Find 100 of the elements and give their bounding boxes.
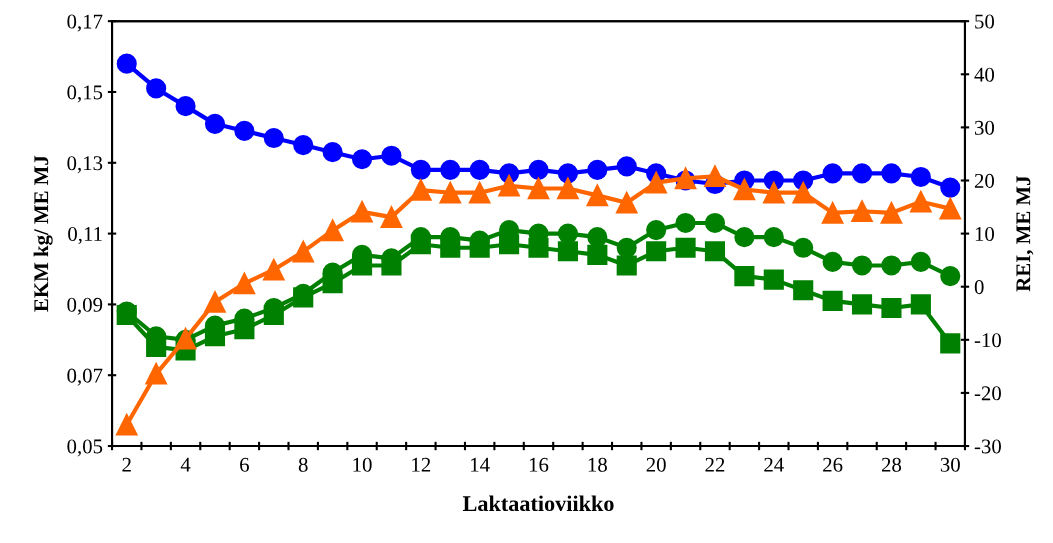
point bbox=[734, 227, 755, 248]
point bbox=[763, 227, 784, 248]
point bbox=[851, 163, 873, 184]
point bbox=[439, 181, 462, 204]
point bbox=[498, 175, 520, 197]
point bbox=[468, 181, 491, 204]
x-axis-title: Laktaatioviikko bbox=[462, 495, 614, 512]
point bbox=[410, 159, 431, 180]
y2-tick-label: -30 bbox=[974, 439, 1001, 454]
point bbox=[322, 142, 343, 163]
point bbox=[821, 202, 844, 224]
point bbox=[557, 177, 579, 200]
y-tick-label: 0,11 bbox=[68, 226, 102, 245]
point bbox=[646, 241, 667, 262]
point bbox=[469, 237, 490, 258]
point bbox=[557, 163, 578, 184]
y2-tick-label: 10 bbox=[975, 226, 995, 242]
point bbox=[733, 178, 756, 201]
y2-tick-label: 50 bbox=[975, 14, 995, 29]
y2-axis-title: REI, ME MJ bbox=[1016, 176, 1034, 292]
point bbox=[204, 113, 226, 134]
point bbox=[234, 319, 255, 340]
point bbox=[763, 269, 784, 290]
x-tick-label: 30 bbox=[940, 457, 960, 472]
point bbox=[587, 227, 608, 248]
y-tick-label: 0,13 bbox=[67, 156, 103, 174]
point bbox=[881, 255, 902, 276]
point bbox=[615, 192, 638, 214]
point bbox=[204, 291, 226, 313]
x-tick-label: 24 bbox=[764, 457, 784, 472]
y2-tick-label: -10 bbox=[974, 333, 1001, 348]
x-tick-label: 26 bbox=[823, 457, 843, 472]
y-tick-label: 0,15 bbox=[67, 85, 103, 103]
point bbox=[321, 219, 344, 242]
point bbox=[292, 240, 314, 263]
point bbox=[440, 237, 461, 258]
x-tick-label: 20 bbox=[646, 457, 666, 472]
point bbox=[881, 297, 902, 319]
point bbox=[910, 166, 931, 188]
point bbox=[880, 202, 903, 224]
point bbox=[440, 159, 461, 180]
y-axis-title: EKM kg/ ME MJ bbox=[33, 155, 53, 312]
point bbox=[469, 159, 490, 180]
point bbox=[910, 190, 932, 213]
point bbox=[851, 294, 873, 315]
point bbox=[293, 135, 314, 156]
point bbox=[734, 266, 755, 287]
point bbox=[145, 363, 167, 385]
point bbox=[822, 251, 843, 272]
point bbox=[587, 244, 608, 265]
y-tick-label: 0,17 bbox=[67, 14, 103, 32]
point bbox=[116, 53, 137, 74]
y2-tick-label: 20 bbox=[974, 173, 995, 188]
y2-tick-label: 0 bbox=[974, 280, 984, 295]
point bbox=[115, 414, 138, 436]
x-tick-label: 28 bbox=[881, 457, 902, 472]
point bbox=[851, 255, 873, 276]
point bbox=[557, 241, 578, 262]
x-tick-label: 2 bbox=[122, 457, 131, 472]
point bbox=[499, 234, 520, 255]
y2-tick-label: -20 bbox=[974, 386, 1001, 401]
point bbox=[263, 127, 284, 149]
point bbox=[793, 280, 814, 301]
point bbox=[263, 304, 284, 326]
point bbox=[616, 156, 637, 177]
y-tick-label: 0,07 bbox=[67, 368, 103, 386]
point bbox=[528, 159, 549, 180]
x-tick-label: 10 bbox=[353, 457, 372, 472]
point bbox=[822, 290, 843, 311]
point bbox=[822, 163, 843, 184]
point bbox=[940, 266, 961, 287]
point bbox=[528, 237, 549, 258]
point bbox=[704, 212, 726, 234]
point bbox=[940, 333, 961, 354]
y-tick-label: 0,09 bbox=[67, 297, 103, 315]
point bbox=[293, 287, 314, 308]
point bbox=[763, 181, 785, 204]
point bbox=[910, 251, 931, 272]
point bbox=[616, 237, 637, 258]
point bbox=[527, 177, 550, 200]
point bbox=[351, 201, 373, 223]
point bbox=[586, 184, 609, 207]
y-tick-label: 0,05 bbox=[67, 439, 103, 457]
x-tick-label: 16 bbox=[529, 457, 549, 472]
point bbox=[910, 294, 931, 315]
point bbox=[410, 179, 432, 201]
point bbox=[175, 96, 196, 117]
point bbox=[557, 223, 578, 244]
x-tick-label: 14 bbox=[471, 457, 490, 472]
point bbox=[675, 237, 696, 258]
point bbox=[587, 159, 608, 180]
point bbox=[233, 272, 256, 295]
point bbox=[616, 255, 637, 276]
point bbox=[704, 165, 726, 188]
point bbox=[146, 78, 167, 99]
point bbox=[351, 255, 373, 276]
point bbox=[234, 120, 255, 141]
point bbox=[851, 200, 873, 223]
y2-tick-label: 30 bbox=[974, 120, 995, 135]
y2-tick-label: 40 bbox=[974, 67, 995, 82]
